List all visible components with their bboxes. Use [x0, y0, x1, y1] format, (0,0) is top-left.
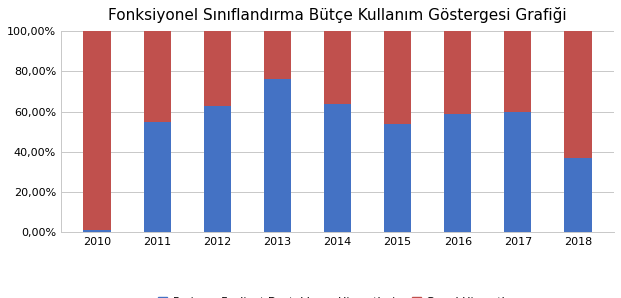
Bar [83, 31, 111, 230]
Bar [204, 31, 231, 105]
Bar [143, 31, 171, 122]
Bar [384, 124, 411, 232]
Legend: Proje ve Faaliyet Destekleme Hizmetleri, Genel Hizmetler: Proje ve Faaliyet Destekleme Hizmetleri,… [154, 292, 521, 298]
Bar [564, 31, 592, 158]
Bar [444, 31, 471, 114]
Bar [324, 31, 351, 103]
Bar [384, 31, 411, 124]
Bar [504, 112, 532, 232]
Bar [264, 79, 291, 232]
Bar [444, 114, 471, 232]
Bar [504, 31, 532, 112]
Title: Fonksiyonel Sınıflandırma Bütçe Kullanım Göstergesi Grafiği: Fonksiyonel Sınıflandırma Bütçe Kullanım… [108, 7, 567, 23]
Bar [264, 31, 291, 79]
Bar [204, 105, 231, 232]
Bar [143, 122, 171, 232]
Bar [324, 103, 351, 232]
Bar [564, 158, 592, 232]
Bar [83, 230, 111, 232]
